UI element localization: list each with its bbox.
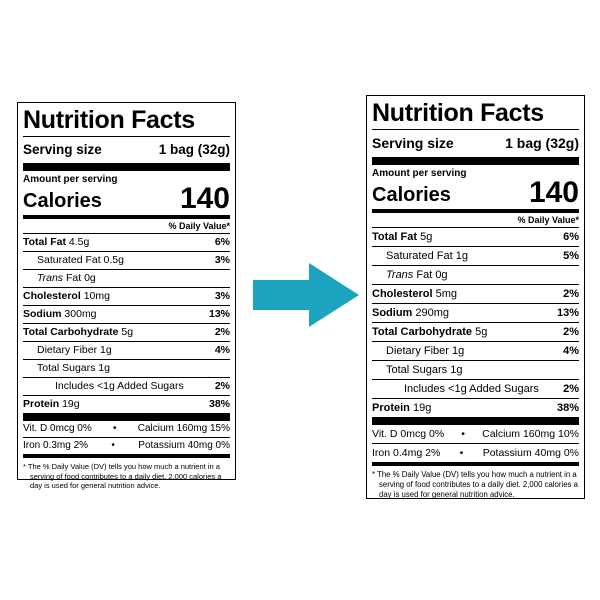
total-fat-row: Total Fat 4.5g 6% <box>23 233 230 251</box>
iron: Iron 0.4mg 2% <box>372 447 441 459</box>
serving-size-value: 1 bag (32g) <box>505 135 579 151</box>
potassium: Potassium 40mg 0% <box>482 447 579 459</box>
sodium-row: Sodium 290mg 13% <box>372 303 579 322</box>
footnote: * The % Daily Value (DV) tells you how m… <box>23 462 222 490</box>
dietary-fiber-row: Dietary Fiber 1g 4% <box>372 341 579 360</box>
serving-size-row: Serving size 1 bag (32g) <box>23 137 230 163</box>
potassium: Potassium 40mg 0% <box>138 440 230 451</box>
calories-value: 140 <box>528 176 579 209</box>
total-fat-row: Total Fat 5g 6% <box>372 227 579 246</box>
vitamin-d: Vit. D 0mcg 0% <box>372 428 445 440</box>
total-sugars-row: Total Sugars 1g <box>372 360 579 379</box>
serving-size-value: 1 bag (32g) <box>158 142 230 157</box>
arrow-right-icon <box>253 263 359 327</box>
protein-row: Protein 19g 38% <box>23 395 230 413</box>
total-carbohydrate-row: Total Carbohydrate 5g 2% <box>372 322 579 341</box>
cholesterol-row: Cholesterol 10mg 3% <box>23 287 230 305</box>
serving-size-label: Serving size <box>372 135 454 151</box>
calories-label: Calories <box>23 190 102 212</box>
protein-row: Protein 19g 38% <box>372 398 579 417</box>
nutrition-label-before: Nutrition Facts Serving size 1 bag (32g)… <box>17 102 236 490</box>
saturated-fat-row: Saturated Fat 1g 5% <box>372 246 579 265</box>
footnote: * The % Daily Value (DV) tells you how m… <box>372 470 578 499</box>
vitamin-row-1: Vit. D 0mcg 0% • Calcium 160mg 15% <box>23 421 230 437</box>
amount-per-serving: Amount per serving <box>23 174 118 185</box>
bullet: • <box>112 423 117 434</box>
serving-size-row: Serving size 1 bag (32g) <box>372 130 579 157</box>
calcium: Calcium 160mg 15% <box>137 423 230 434</box>
calories-row: Calories 140 <box>372 176 579 209</box>
iron: Iron 0.3mg 2% <box>23 440 89 451</box>
calories-row: Calories 140 <box>23 182 230 215</box>
saturated-fat-row: Saturated Fat 0.5g 3% <box>23 251 230 269</box>
calcium: Calcium 160mg 10% <box>482 428 579 440</box>
vitamin-row-2: Iron 0.3mg 2% • Potassium 40mg 0% <box>23 437 230 454</box>
daily-value-header: % Daily Value* <box>517 215 579 225</box>
amount-per-serving: Amount per serving <box>372 168 467 179</box>
trans-fat-row: Trans Fat 0g <box>372 265 579 284</box>
vitamin-d: Vit. D 0mcg 0% <box>23 423 92 434</box>
total-carbohydrate-row: Total Carbohydrate 5g 2% <box>23 323 230 341</box>
daily-value-header: % Daily Value* <box>168 221 230 231</box>
vitamin-row-2: Iron 0.4mg 2% • Potassium 40mg 0% <box>372 443 579 462</box>
calories-value: 140 <box>179 182 230 215</box>
serving-size-label: Serving size <box>23 142 102 157</box>
added-sugars-row: Includes <1g Added Sugars 2% <box>23 377 230 395</box>
bullet: • <box>459 447 464 459</box>
added-sugars-row: Includes <1g Added Sugars 2% <box>372 379 579 398</box>
bullet: • <box>461 428 465 440</box>
cholesterol-row: Cholesterol 5mg 2% <box>372 284 579 303</box>
label-title: Nutrition Facts <box>372 99 544 127</box>
trans-fat-row: Trans Fat 0g <box>23 269 230 287</box>
total-sugars-row: Total Sugars 1g <box>23 359 230 377</box>
label-title: Nutrition Facts <box>23 106 195 134</box>
vitamin-row-1: Vit. D 0mcg 0% • Calcium 160mg 10% <box>372 425 579 443</box>
calories-label: Calories <box>372 184 451 206</box>
nutrition-label-after: Nutrition Facts Serving size 1 bag (32g)… <box>366 95 585 499</box>
dietary-fiber-row: Dietary Fiber 1g 4% <box>23 341 230 359</box>
bullet: • <box>111 440 115 451</box>
sodium-row: Sodium 300mg 13% <box>23 305 230 323</box>
